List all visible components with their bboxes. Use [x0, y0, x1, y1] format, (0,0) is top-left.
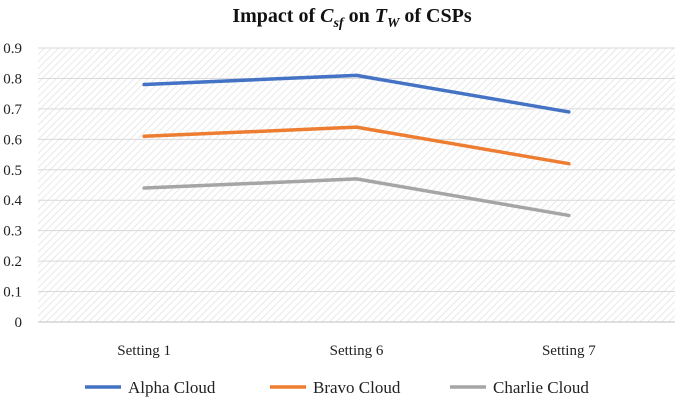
gridlines	[38, 47, 675, 323]
chart-title: Impact of Csf on TW of CSPs	[232, 5, 471, 31]
data-point	[354, 177, 359, 181]
title-prefix: Impact of	[232, 5, 320, 27]
x-tick-label: Setting 7	[542, 343, 596, 359]
y-tick-label: 0.8	[3, 71, 22, 87]
data-point	[142, 186, 146, 190]
data-point	[567, 213, 571, 218]
data-point	[354, 125, 359, 129]
data-point	[567, 162, 571, 166]
y-axis-ticks: 0 0.1 0.2 0.3 0.4 0.5 0.6 0.7 0.8 0.9	[3, 41, 22, 331]
x-axis-ticks: Setting 1 Setting 6 Setting 7	[117, 343, 596, 359]
y-tick-label: 0	[15, 315, 23, 331]
title-var2-sub: W	[387, 16, 401, 31]
title-var1: C	[320, 5, 334, 27]
x-tick-label: Setting 1	[117, 343, 171, 359]
title-middle: on	[344, 5, 375, 27]
data-point	[354, 73, 359, 77]
title-var2: T	[375, 5, 388, 27]
y-tick-label: 0.4	[3, 193, 22, 209]
y-tick-label: 0.5	[3, 163, 22, 179]
plot-area	[38, 48, 675, 322]
y-tick-label: 0.1	[3, 285, 22, 301]
series-lines	[142, 73, 571, 218]
legend-label: Bravo Cloud	[313, 378, 401, 397]
data-point	[142, 82, 146, 87]
legend: Alpha Cloud Bravo Cloud Charlie Cloud	[85, 378, 589, 397]
y-tick-label: 0.7	[3, 102, 22, 118]
data-point	[142, 134, 146, 138]
y-tick-label: 0.9	[3, 41, 22, 57]
x-tick-label: Setting 6	[330, 343, 384, 359]
y-tick-label: 0.2	[3, 254, 22, 270]
legend-label: Charlie Cloud	[493, 378, 589, 397]
title-suffix: of CSPs	[399, 5, 471, 27]
title-var1-sub: sf	[332, 16, 344, 31]
y-tick-label: 0.6	[3, 132, 22, 148]
legend-label: Alpha Cloud	[128, 378, 216, 397]
y-tick-label: 0.3	[3, 224, 22, 240]
data-point	[567, 110, 571, 114]
